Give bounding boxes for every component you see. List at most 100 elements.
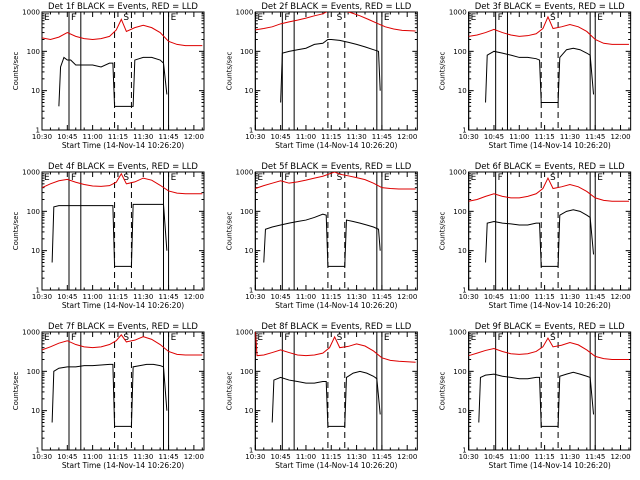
y-axis-label: Counts/sec [225, 52, 233, 91]
x-tick-label: 11:45 [158, 133, 178, 141]
time-marker-label: F [284, 13, 289, 23]
y-tick-label: 1 [249, 287, 253, 295]
x-tick-label: 12:00 [397, 453, 417, 461]
y-tick-label: 10 [31, 407, 40, 415]
time-marker-label: E [384, 13, 390, 23]
x-tick-label: 11:00 [296, 133, 316, 141]
time-marker-label: S [337, 13, 343, 23]
time-marker-label: E [597, 333, 603, 343]
chart-title: Det 3f BLACK = Events, RED = LLD [475, 2, 625, 12]
time-marker-label: E [257, 333, 263, 343]
x-tick-label: 11:30 [346, 133, 366, 141]
time-marker-label: E [257, 13, 263, 23]
y-axis-label: Counts/sec [12, 52, 20, 91]
y-tick-label: 1 [36, 127, 40, 135]
time-marker-label: F [71, 333, 76, 343]
y-axis-label: Counts/sec [439, 212, 447, 251]
y-axis-label: Counts/sec [439, 372, 447, 411]
time-marker-label: F [498, 333, 503, 343]
x-tick-label: 11:30 [346, 293, 366, 301]
time-marker-label: S [337, 173, 343, 183]
x-tick-label: 12:00 [610, 293, 630, 301]
x-tick-label: 11:00 [509, 293, 529, 301]
x-tick-label: 11:30 [346, 453, 366, 461]
y-tick-label: 1000 [449, 9, 467, 17]
time-marker-label: F [498, 173, 503, 183]
plot-frame [254, 331, 418, 451]
x-tick-label: 11:15 [108, 453, 128, 461]
x-tick-label: 11:45 [158, 293, 178, 301]
time-marker-label: E [471, 333, 477, 343]
x-tick-label: 11:15 [108, 133, 128, 141]
x-tick-label: 11:45 [585, 133, 605, 141]
y-tick-label: 1000 [236, 9, 254, 17]
time-marker-label: F [71, 13, 76, 23]
x-tick-label: 11:30 [560, 293, 580, 301]
series-line-lld [42, 333, 203, 356]
x-tick-label: 10:45 [484, 293, 504, 301]
series-line-events [263, 213, 381, 267]
time-marker-label: S [550, 333, 556, 343]
series-line-events [478, 371, 595, 427]
chart-panel: Det 6f BLACK = Events, RED = LLD 1 10 100 10… [439, 162, 632, 310]
x-tick-label: 10:30 [245, 453, 265, 461]
x-tick-label: 10:45 [271, 133, 291, 141]
time-marker-label: E [471, 13, 477, 23]
series-line-events [58, 56, 168, 107]
y-tick-label: 10 [244, 407, 253, 415]
x-tick-label: 10:30 [245, 133, 265, 141]
chart-panel: Det 2f BLACK = Events, RED = LLD 1 10 100 10… [225, 2, 418, 150]
x-tick-label: 10:30 [459, 293, 479, 301]
x-tick-label: 10:30 [32, 133, 52, 141]
x-tick-label: 11:30 [133, 133, 153, 141]
y-axis-label: Counts/sec [12, 212, 20, 251]
plot-frame [41, 331, 205, 451]
series-line-lld [255, 12, 416, 32]
series-line-lld [42, 18, 203, 47]
x-tick-label: 10:45 [484, 453, 504, 461]
x-tick-label: 10:45 [57, 133, 77, 141]
time-marker-label: E [171, 173, 177, 183]
x-tick-label: 10:45 [57, 293, 77, 301]
x-axis-label: Start Time (14-Nov-14 10:26:20) [489, 301, 611, 310]
time-marker-label: S [550, 13, 556, 23]
series-line-lld [468, 337, 629, 360]
x-tick-label: 12:00 [184, 133, 204, 141]
series-line-events [51, 203, 168, 267]
x-tick-label: 10:45 [271, 293, 291, 301]
time-marker-label: F [284, 173, 289, 183]
y-tick-label: 100 [453, 368, 466, 376]
chart-title: Det 8f BLACK = Events, RED = LLD [261, 322, 411, 332]
y-tick-label: 10 [458, 87, 467, 95]
y-tick-label: 100 [27, 48, 40, 56]
x-tick-label: 10:45 [57, 453, 77, 461]
plot-frame [41, 171, 205, 291]
x-tick-label: 12:00 [397, 293, 417, 301]
chart-title: Det 9f BLACK = Events, RED = LLD [475, 322, 625, 332]
x-tick-label: 12:00 [184, 453, 204, 461]
time-marker-label: E [471, 173, 477, 183]
x-tick-label: 11:45 [372, 133, 392, 141]
plot-frame [41, 11, 205, 131]
x-tick-label: 11:00 [83, 293, 103, 301]
chart-title: Det 5f BLACK = Events, RED = LLD [261, 162, 411, 172]
y-tick-label: 10 [244, 87, 253, 95]
x-tick-label: 11:00 [296, 453, 316, 461]
y-tick-label: 1000 [22, 329, 40, 337]
time-marker-label: E [44, 333, 50, 343]
x-tick-label: 10:30 [459, 453, 479, 461]
series-line-events [271, 370, 381, 427]
y-tick-label: 100 [27, 208, 40, 216]
time-marker-label: F [498, 13, 503, 23]
x-axis-label: Start Time (14-Nov-14 10:26:20) [275, 301, 397, 310]
chart-panel: Det 4f BLACK = Events, RED = LLD 1 10 100 10… [12, 162, 205, 310]
series-line-lld [42, 172, 203, 195]
x-tick-label: 11:30 [133, 453, 153, 461]
series-line-events [51, 363, 168, 427]
time-marker-label: E [384, 173, 390, 183]
y-tick-label: 100 [240, 48, 253, 56]
plot-frame [254, 171, 418, 291]
x-tick-label: 11:00 [296, 293, 316, 301]
chart-title: Det 6f BLACK = Events, RED = LLD [475, 162, 625, 172]
series-line-lld [255, 172, 416, 190]
